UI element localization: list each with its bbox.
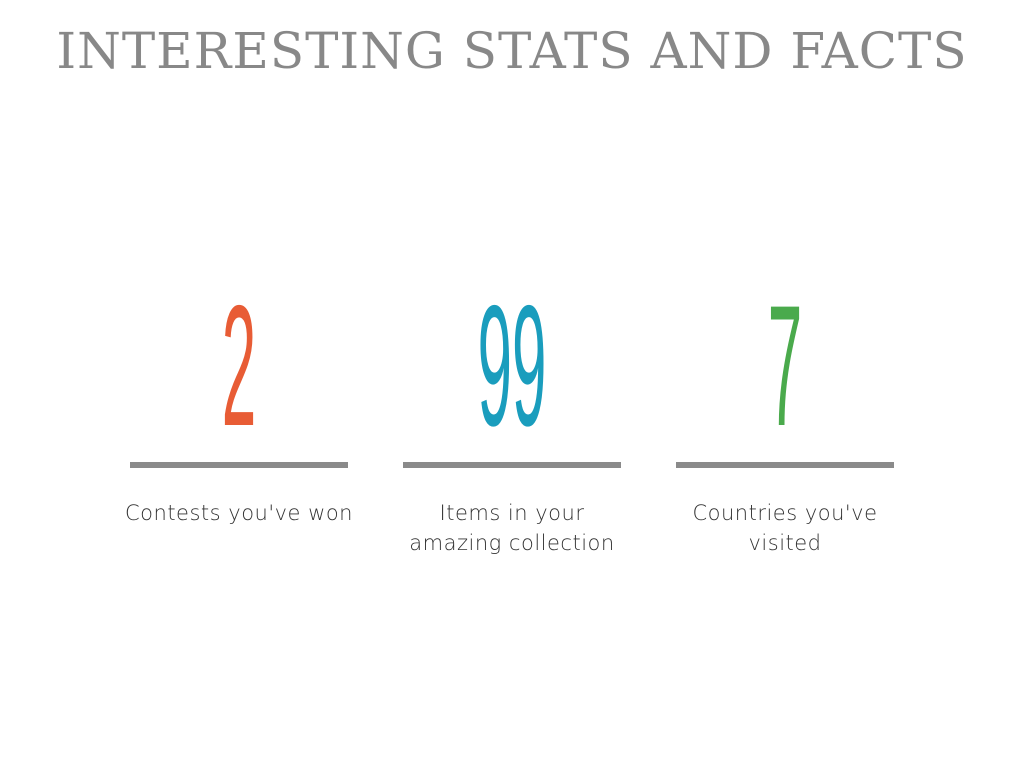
stat-contests: 2 Contests you've won (125, 280, 352, 525)
stat-label: Countries you've visited (692, 501, 878, 555)
page-title: INTERESTING STATS AND FACTS (56, 22, 968, 80)
stat-label: Items in your amazing collection (409, 501, 615, 555)
stat-label: Contests you've won (125, 501, 353, 525)
stat-items: 99 Items in your amazing collection (403, 280, 621, 555)
stat-value: 2 (221, 270, 257, 462)
stat-value: 99 (477, 270, 547, 462)
divider (130, 462, 348, 468)
stat-value: 7 (767, 270, 803, 462)
divider (403, 462, 621, 468)
divider (676, 462, 894, 468)
stat-countries: 7 Countries you've visited (676, 280, 894, 555)
